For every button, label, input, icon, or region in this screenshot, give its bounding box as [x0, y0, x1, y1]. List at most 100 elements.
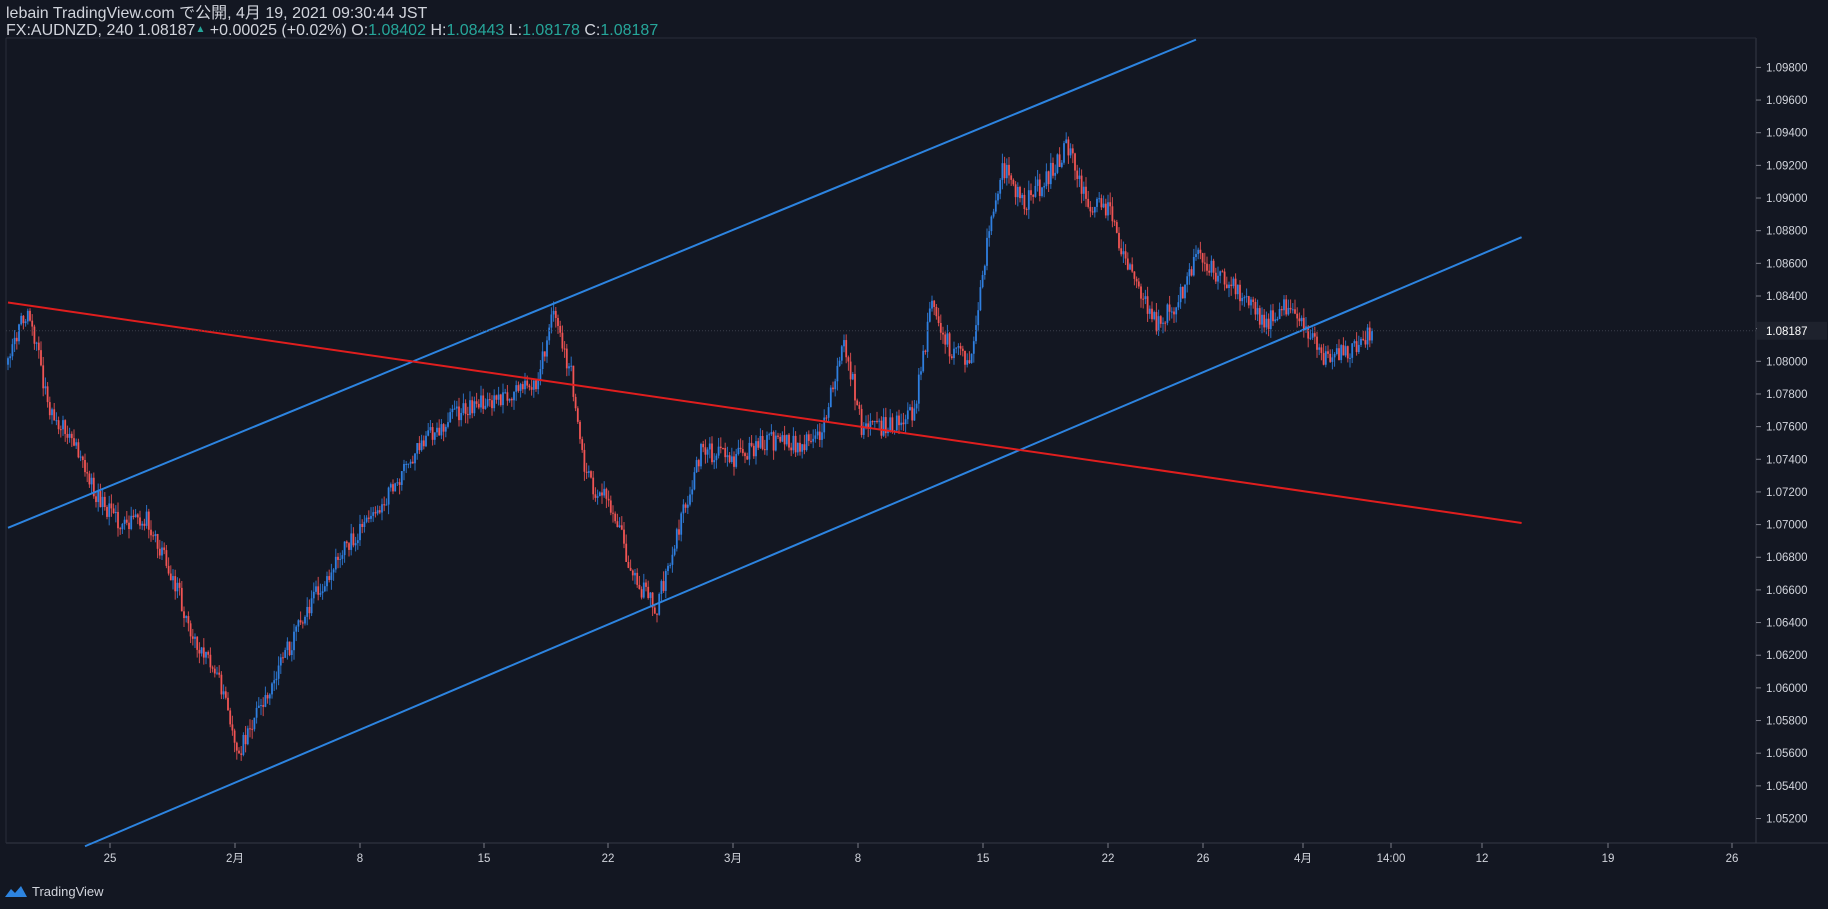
candle-up: [1360, 338, 1362, 345]
candle-up: [990, 216, 993, 232]
candle-down: [763, 449, 766, 451]
candle-up: [986, 237, 988, 266]
price-tick-label: 1.05400: [1766, 781, 1808, 793]
candle-up: [1357, 344, 1360, 353]
candle-down: [31, 320, 34, 327]
candle-up: [365, 517, 368, 522]
candle-up: [814, 435, 817, 439]
candle-down: [1190, 269, 1193, 276]
candle-up: [315, 586, 317, 592]
candle-up: [922, 350, 925, 372]
candle-up: [108, 503, 111, 517]
candle-up: [909, 407, 911, 411]
candle-up: [667, 565, 669, 571]
candle-up: [504, 392, 507, 394]
candle-down: [924, 350, 927, 352]
brand-footer[interactable]: TradingView: [4, 882, 104, 900]
candle-down: [607, 498, 610, 501]
candle-up: [376, 510, 379, 514]
candle-down: [117, 511, 119, 529]
candle-down: [99, 491, 102, 508]
candle-down: [739, 447, 742, 449]
candle-up: [966, 360, 969, 365]
candle-up: [433, 432, 436, 440]
candle-down: [466, 413, 469, 416]
candle-down: [92, 477, 95, 497]
candle-down: [942, 332, 944, 335]
candle-up: [1063, 143, 1065, 163]
candle-down: [898, 415, 900, 426]
candle-down: [902, 422, 905, 425]
candle-down: [719, 446, 722, 449]
candle-up: [887, 430, 889, 434]
candle-up: [427, 430, 430, 436]
candle-down: [620, 525, 623, 530]
close-value: 1.08187: [600, 22, 659, 39]
candle-down: [935, 306, 938, 317]
candle-down: [510, 398, 513, 401]
candle-up: [997, 193, 999, 201]
candle-up: [1344, 346, 1347, 356]
candle-down: [1203, 262, 1206, 264]
candle-up: [277, 665, 280, 679]
candle-up: [350, 533, 353, 550]
candle-down: [106, 506, 108, 517]
candle-up: [1016, 186, 1019, 198]
candle-down: [288, 641, 291, 655]
candle-up: [673, 548, 676, 555]
candle-down: [1181, 286, 1184, 299]
candle-down: [968, 360, 971, 363]
candle-up: [994, 200, 997, 212]
candle-down: [224, 691, 227, 698]
candle-down: [779, 436, 782, 442]
candle-up: [537, 379, 540, 390]
candle-down: [128, 522, 130, 530]
candle-up: [407, 463, 410, 465]
candle-up: [981, 274, 984, 288]
candle-down: [1302, 317, 1305, 330]
price-tick-label: 1.07200: [1766, 487, 1808, 499]
candle-down: [442, 424, 445, 432]
candle-up: [90, 477, 93, 485]
candle-up: [216, 672, 218, 674]
candle-up: [9, 356, 12, 359]
candle-down: [1118, 232, 1120, 249]
candle-down: [847, 357, 850, 362]
candle-down: [431, 427, 434, 440]
candle-down: [1313, 333, 1316, 337]
candle-down: [352, 533, 355, 546]
candle-down: [1214, 272, 1217, 282]
candle-up: [827, 407, 830, 418]
candle-down: [746, 456, 749, 460]
candle-up: [917, 374, 920, 404]
candle-down: [1133, 271, 1136, 279]
time-tick-label: 3月: [724, 853, 742, 865]
candle-up: [801, 444, 804, 452]
candle-up: [869, 421, 872, 429]
candle-up: [55, 420, 58, 422]
price-tick-label: 1.07000: [1766, 520, 1808, 532]
candle-down: [46, 386, 49, 403]
candle-up: [447, 422, 449, 427]
candle-up: [680, 513, 683, 535]
candle-down: [1173, 311, 1175, 315]
candle-up: [420, 440, 423, 451]
candle-up: [429, 427, 432, 431]
candle-up: [253, 717, 256, 730]
candle-up: [101, 496, 104, 508]
candle-up: [268, 694, 271, 699]
candle-up: [284, 650, 287, 658]
candle-down: [554, 310, 557, 318]
candle-up: [541, 351, 544, 370]
time-tick-label: 15: [977, 853, 990, 865]
open-value: 1.08402: [368, 22, 426, 39]
candle-up: [1217, 275, 1219, 282]
candle-down: [491, 400, 493, 409]
candle-up: [462, 403, 465, 413]
candle-down: [231, 724, 234, 731]
candle-up: [134, 514, 137, 518]
candle-up: [519, 384, 522, 391]
candle-down: [783, 435, 786, 445]
candle-up: [658, 593, 661, 615]
